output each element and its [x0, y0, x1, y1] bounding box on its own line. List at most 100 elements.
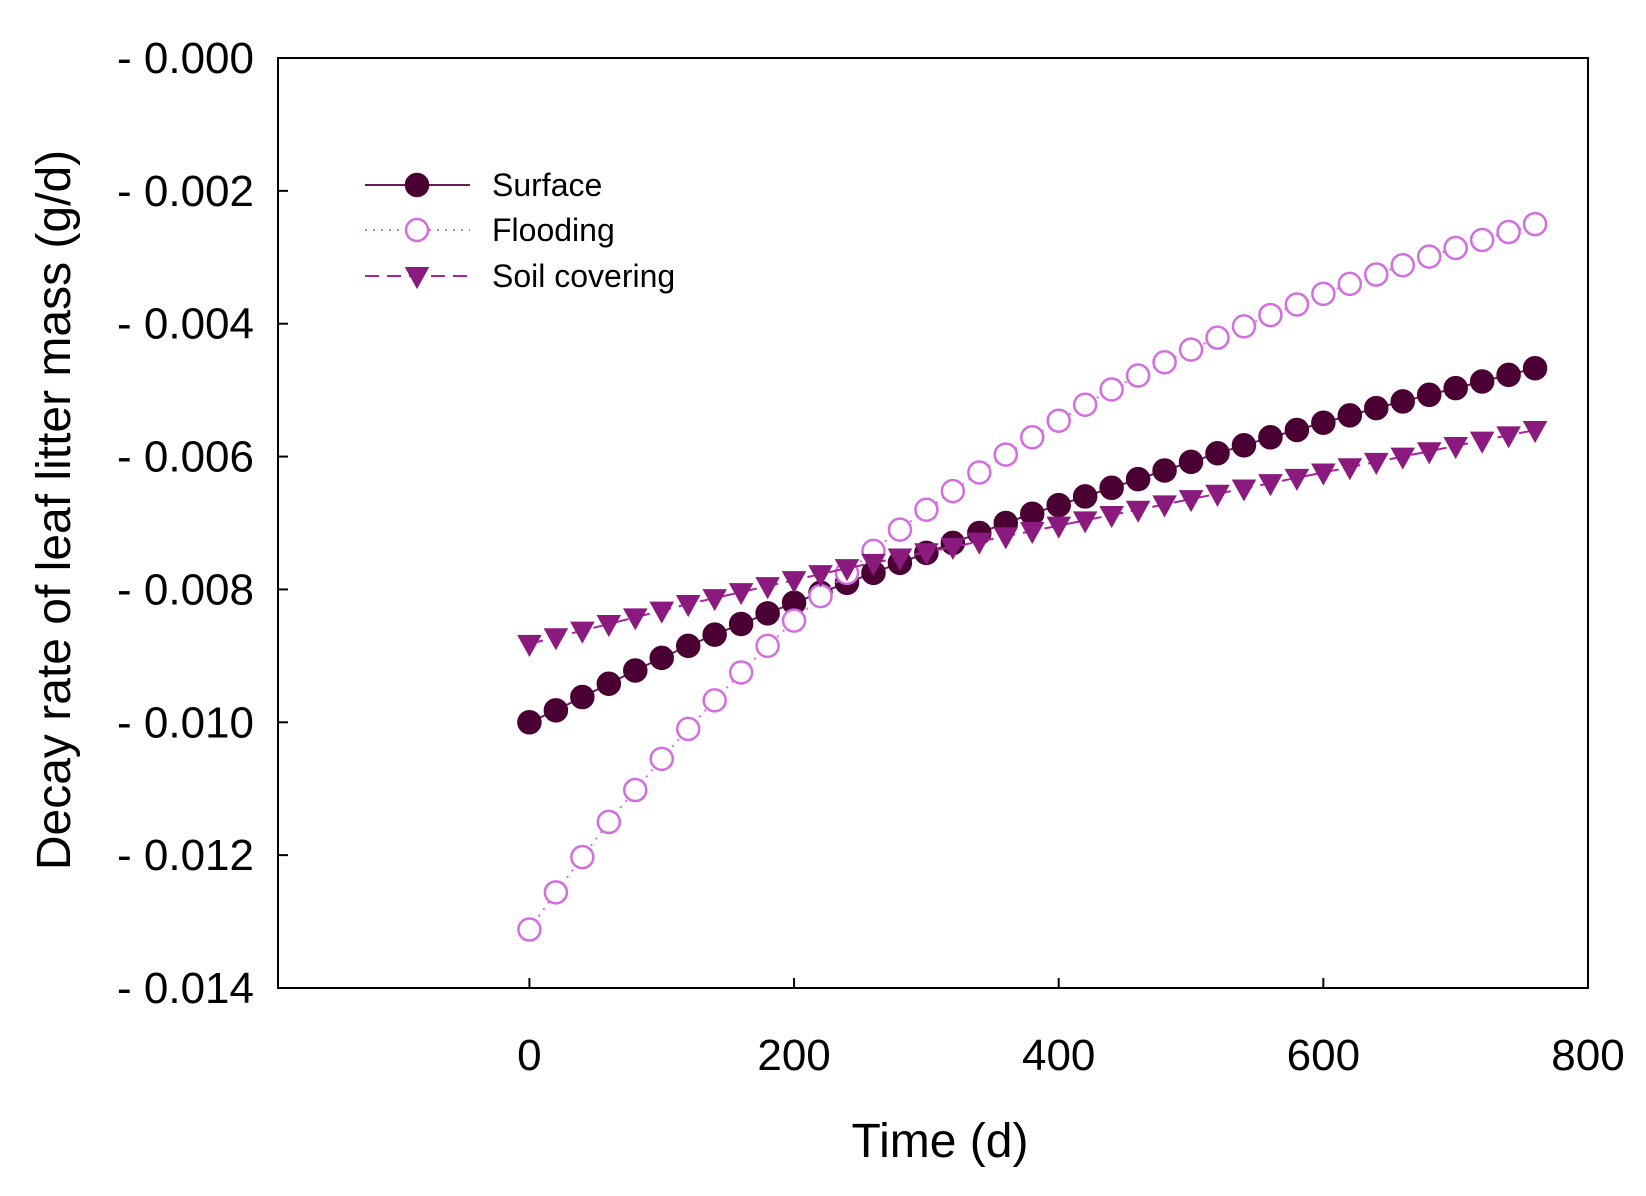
legend-surface-label: Surface [492, 167, 602, 203]
series-flooding-point [702, 688, 727, 713]
series-flooding-point [781, 608, 807, 633]
series-flooding-point [1416, 244, 1442, 269]
series-soil-covering-point [1099, 506, 1124, 529]
series-surface-point [755, 601, 780, 626]
series-flooding-point [993, 442, 1019, 467]
series-flooding-point [914, 497, 939, 522]
series-soil-covering-point [1231, 479, 1257, 502]
y-tick-label: - 0.006 [117, 433, 254, 482]
series-flooding-point [1046, 408, 1071, 433]
legend-flooding-label: Flooding [492, 212, 615, 248]
x-axis-title: Time (d) [852, 1115, 1029, 1168]
series-soil-covering-point [543, 628, 569, 651]
series-flooding-point [1125, 363, 1151, 388]
x-tick-label: 600 [1287, 1031, 1360, 1080]
series-soil-covering-point [861, 553, 886, 576]
series-soil-covering-point [1311, 463, 1336, 486]
series-surface-point [728, 611, 754, 637]
series-surface-point [1522, 355, 1548, 381]
series-flooding-point [808, 583, 833, 609]
series-soil-covering-point [728, 583, 754, 606]
series-surface-point [570, 684, 595, 710]
series-flooding-point [570, 844, 595, 870]
series-soil-covering-point [1522, 421, 1548, 444]
series-soil-covering-point [1337, 458, 1363, 481]
y-tick-label: - 0.002 [117, 167, 254, 216]
series-flooding-point [649, 746, 674, 772]
series-surface-point [1496, 362, 1521, 388]
series-surface-point [623, 658, 648, 683]
series-soil-covering-point [702, 589, 727, 612]
series-flooding-point [940, 478, 966, 504]
series-soil-covering-point [1469, 431, 1495, 454]
series-flooding-point [596, 809, 622, 835]
series-flooding-point [517, 917, 542, 942]
series-soil-covering-point [1416, 442, 1442, 465]
series-surface-point [517, 710, 542, 735]
x-tick-label: 0 [517, 1031, 541, 1080]
series-soil-covering-point [887, 548, 913, 571]
series-soil-covering-point [1205, 484, 1230, 507]
series-flooding-point [1364, 262, 1389, 287]
series-soil-covering-point [940, 537, 966, 561]
series-surface-point [1178, 449, 1204, 475]
y-tick-label: - 0.014 [117, 964, 254, 1013]
y-tick-label: - 0.008 [117, 565, 254, 614]
legend-soil-covering-marker [404, 267, 430, 290]
plot-area [277, 57, 1589, 989]
series-flooding-point [1019, 425, 1045, 450]
series-flooding-point [728, 660, 754, 685]
series-flooding-point [967, 460, 992, 485]
series-surface-point [1205, 441, 1230, 466]
series-soil-covering-point [1046, 516, 1071, 539]
series-flooding-point [1231, 314, 1257, 339]
series-surface-point [675, 633, 701, 659]
series-soil-covering-point [808, 565, 833, 588]
y-tick-label: - 0.000 [117, 34, 254, 83]
series-surface-point [1231, 433, 1257, 458]
series-layer [517, 211, 1548, 942]
series-surface-point [1072, 484, 1098, 509]
series-flooding-point [1152, 349, 1177, 375]
series-soil-covering-point [570, 621, 595, 644]
series-surface-point [543, 698, 569, 723]
series-surface-point [649, 645, 674, 671]
series-flooding-point [543, 880, 569, 905]
series-soil-covering-point [1258, 474, 1283, 497]
y-axis-title: Decay rate of leaf litter mass (g/d) [28, 150, 81, 870]
series-surface-point [1443, 375, 1468, 401]
series-flooding-point [1390, 253, 1415, 278]
legend: Surface Flooding Soil covering [365, 167, 675, 294]
series-flooding-point [1443, 235, 1468, 261]
series-soil-covering-point [1152, 495, 1177, 518]
series-surface-point [596, 671, 622, 697]
x-tick-label: 200 [757, 1031, 830, 1080]
series-soil-covering-point [622, 608, 648, 631]
series-surface [517, 355, 1548, 735]
series-surface-point [1019, 501, 1045, 526]
series-surface-point [1046, 492, 1071, 518]
series-surface-point [1284, 417, 1310, 443]
series-soil-covering-point [967, 532, 992, 555]
series-soil-covering-point [1072, 511, 1098, 534]
series-soil-covering-point [649, 601, 675, 624]
y-tick-label: - 0.012 [117, 831, 254, 880]
y-tick-label: - 0.010 [117, 698, 254, 747]
series-flooding-point [1072, 392, 1098, 418]
series-flooding-point [1496, 219, 1521, 245]
series-surface-point [1469, 369, 1495, 394]
series-soil-covering-point [1390, 447, 1416, 470]
legend-flooding-marker [404, 217, 430, 243]
series-flooding-point [675, 716, 701, 742]
series-flooding-point [623, 777, 648, 803]
series-soil-covering-point [1443, 436, 1468, 460]
series-soil-covering-point [781, 571, 807, 594]
series-surface-point [1337, 403, 1363, 428]
legend-soil-covering-label: Soil covering [492, 258, 675, 294]
series-surface-point [1390, 389, 1415, 414]
series-flooding-point [1284, 292, 1310, 317]
series-soil-covering-point [755, 577, 780, 600]
series-surface-point [1125, 466, 1151, 492]
